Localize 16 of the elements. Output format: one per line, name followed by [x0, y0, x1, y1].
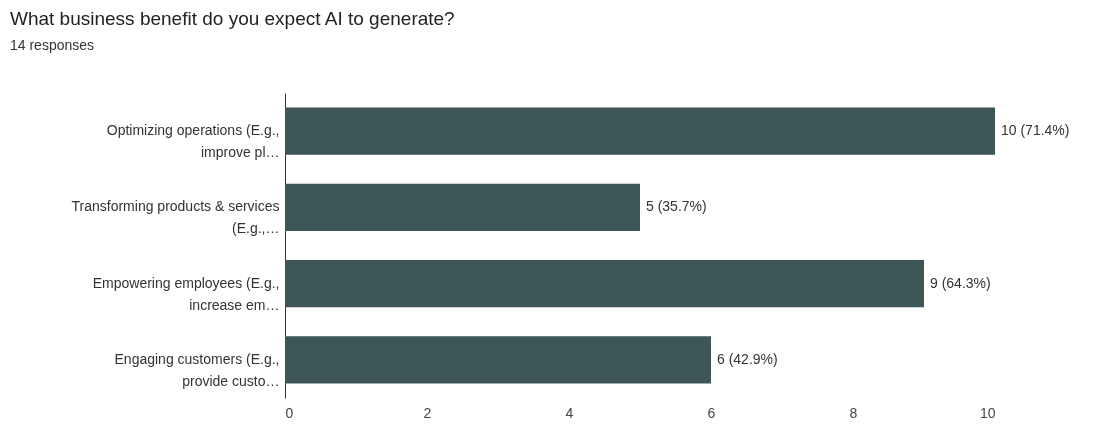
data-label: 10 (71.4%) — [1001, 122, 1070, 139]
chart-title: What business benefit do you expect AI to generate? — [10, 8, 455, 29]
x-tick-label: 0 — [285, 404, 294, 421]
x-tick-label: 4 — [565, 404, 574, 421]
y-tick-label: Transforming products & services (E.g.,… — [71, 198, 280, 237]
x-tick-label: 8 — [849, 404, 858, 421]
text: 14 responses — [10, 37, 95, 53]
data-label: 9 (64.3%) — [930, 274, 991, 291]
x-tick-label: 2 — [423, 404, 432, 421]
y-tick-label: Engaging customers (E.g., provide custo… — [114, 350, 280, 389]
data-label: 5 (35.7%) — [646, 198, 707, 215]
data-label: 6 (42.9%) — [717, 350, 778, 367]
y-tick-label: Optimizing operations (E.g., improve pl… — [106, 122, 280, 161]
x-tick-label: 6 — [707, 404, 716, 421]
x-tick-label: 10 — [979, 404, 996, 421]
y-tick-label: Empowering employees (E.g., increase em… — [92, 274, 280, 313]
